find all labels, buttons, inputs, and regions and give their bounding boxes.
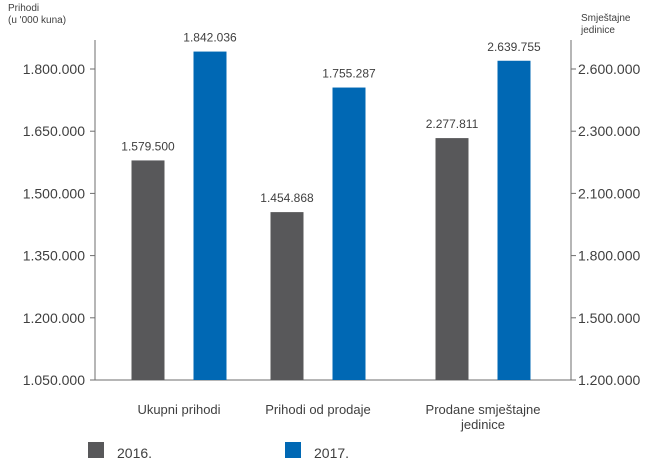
legend-swatch	[88, 442, 104, 458]
legend: 2016. 2017.	[88, 442, 349, 458]
data-label: 1.579.500	[121, 139, 175, 153]
category-label: Prodane smještajne	[426, 402, 541, 417]
right-tick-label: 1.200.000	[578, 372, 640, 388]
left-axis-ticks: 1.050.000 1.200.000 1.350.000 1.500.000 1.65…	[23, 61, 95, 388]
right-tick-label: 2.600.000	[578, 61, 640, 77]
bar	[131, 160, 165, 380]
bar	[332, 87, 366, 381]
left-axis-title-line: Prihodi	[8, 3, 39, 14]
left-axis-title-line: (u '000 kuna)	[8, 15, 66, 26]
bars	[131, 51, 531, 381]
bar	[497, 60, 531, 381]
legend-label: 2016.	[117, 445, 152, 458]
data-label: 1.842.036	[183, 31, 237, 45]
left-tick-label: 1.500.000	[23, 185, 85, 201]
left-tick-label: 1.350.000	[23, 248, 85, 264]
category-label: Ukupni prihodi	[137, 402, 220, 417]
data-label: 1.755.287	[322, 67, 376, 81]
right-axis-title-line: Smještajne	[581, 13, 631, 24]
right-tick-label: 1.800.000	[578, 248, 640, 264]
left-tick-label: 1.800.000	[23, 61, 85, 77]
category-label: Prihodi od prodaje	[265, 402, 371, 417]
right-axis-title-line: jedinice	[580, 25, 615, 36]
left-tick-label: 1.200.000	[23, 310, 85, 326]
data-label: 2.639.755	[487, 40, 541, 54]
bar	[270, 212, 304, 380]
category-label: jedinice	[460, 417, 505, 432]
left-tick-label: 1.650.000	[23, 123, 85, 139]
left-tick-label: 1.050.000	[23, 372, 85, 388]
right-tick-label: 2.300.000	[578, 123, 640, 139]
legend-label: 2017.	[314, 445, 349, 458]
legend-swatch	[285, 442, 301, 458]
left-axis-title: Prihodi(u '000 kuna)	[8, 3, 66, 26]
right-axis-ticks: 1.200.000 1.500.000 1.800.000 2.100.000 2.30…	[571, 61, 640, 388]
right-tick-label: 2.100.000	[578, 185, 640, 201]
value-labels: 1.579.500 1.842.036 1.454.868 1.755.287 2.27…	[121, 31, 541, 206]
data-label: 2.277.811	[426, 117, 479, 131]
category-labels: Ukupni prihodi Prihodi od prodaje Prodane …	[137, 402, 540, 432]
data-label: 1.454.868	[260, 191, 314, 205]
bar	[193, 51, 227, 381]
bar	[435, 138, 469, 380]
right-tick-label: 1.500.000	[578, 310, 640, 326]
